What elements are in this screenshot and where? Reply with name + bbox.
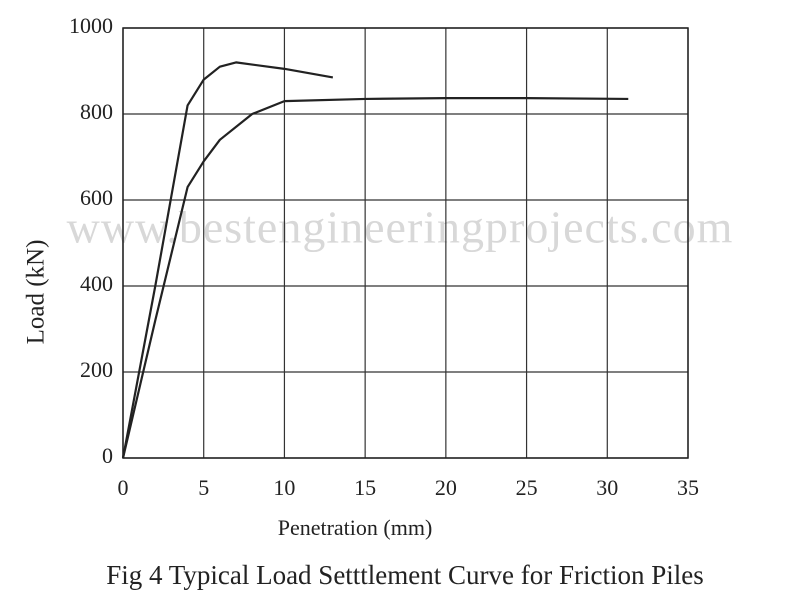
x-tick-label: 0 (118, 475, 129, 500)
line-series (121, 96, 629, 459)
y-tick-label: 400 (80, 271, 113, 296)
y-tick-label: 800 (80, 99, 113, 124)
x-tick-label: 35 (677, 475, 699, 500)
y-tick-label: 1000 (69, 13, 113, 38)
line-series (121, 61, 334, 459)
x-tick-label: 10 (273, 475, 295, 500)
y-tick-label: 600 (80, 185, 113, 210)
y-tick-label: 200 (80, 357, 113, 382)
x-tick-label: 5 (198, 475, 209, 500)
x-tick-label: 20 (435, 475, 457, 500)
x-tick-label: 30 (596, 475, 618, 500)
plot-frame (122, 27, 689, 459)
x-axis-label: Penetration (mm) (278, 515, 433, 540)
y-axis-label: Load (kN) (23, 240, 50, 345)
x-tick-label: 15 (354, 475, 376, 500)
chart-title: Fig 4 Typical Load Setttlement Curve for… (106, 560, 704, 590)
x-tick-label: 25 (516, 475, 538, 500)
y-tick-label: 0 (102, 443, 113, 468)
